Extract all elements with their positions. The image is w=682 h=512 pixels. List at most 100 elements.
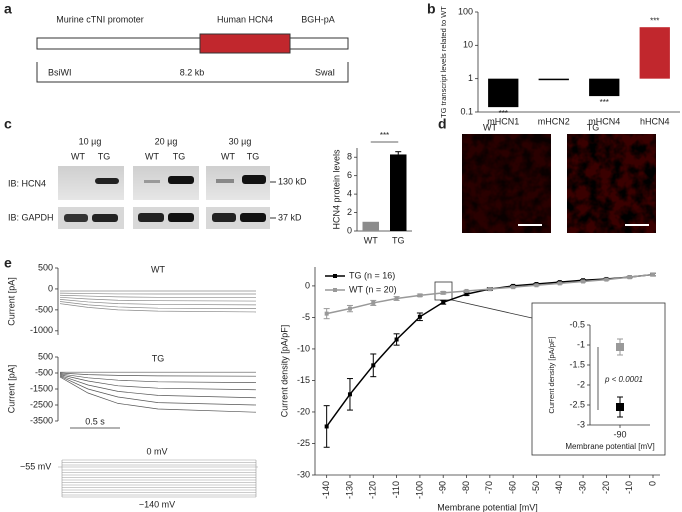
series-line <box>59 375 257 406</box>
legend-marker <box>333 274 337 278</box>
marker <box>347 392 352 397</box>
marker <box>557 281 562 286</box>
marker <box>511 285 516 290</box>
y-tick-label: 0 <box>305 280 310 290</box>
series-line <box>59 372 257 377</box>
y-tick-label: -3500 <box>30 415 53 425</box>
bar <box>538 78 569 81</box>
marker <box>581 279 586 284</box>
lane-label: TG <box>247 151 260 161</box>
significance: *** <box>499 109 508 118</box>
bar <box>362 221 379 231</box>
x-tick-label: -60 <box>508 481 518 494</box>
bracket <box>36 62 349 83</box>
x-tick-label: mHCN2 <box>538 116 570 126</box>
marker <box>417 293 422 298</box>
x-tick-label: -40 <box>554 481 564 494</box>
x-tick-label: -80 <box>461 481 471 494</box>
series-line <box>59 376 257 413</box>
y-tick-label: 100 <box>458 6 473 16</box>
lane-label: TG <box>98 151 111 161</box>
y-tick-label: 500 <box>38 262 53 272</box>
panel-label: c <box>4 116 12 132</box>
x-tick-label: 0 <box>647 481 657 486</box>
y-tick-label: 8 <box>347 152 352 162</box>
y-tick-label: -1500 <box>30 383 53 393</box>
protocol-label: −140 mV <box>139 499 175 509</box>
x-tick-label: -110 <box>391 481 401 498</box>
y-tick-label: -1000 <box>30 325 53 335</box>
site-label: BsiWI <box>48 67 72 77</box>
series-line <box>59 373 257 383</box>
gene-box <box>199 33 291 54</box>
scale-bar-label: 0.5 s <box>85 416 105 426</box>
panel-label: b <box>427 1 436 17</box>
x-axis-label: Membrane potential [mV] <box>437 502 538 512</box>
marker <box>394 296 399 301</box>
protocol-label: −55 mV <box>20 461 51 471</box>
x-tick-label: -140 <box>321 481 331 499</box>
marker <box>371 300 376 305</box>
blot <box>58 166 276 229</box>
marker <box>616 403 624 411</box>
series-line <box>59 374 257 391</box>
y-tick-label: 6 <box>347 170 352 180</box>
bar <box>639 27 670 79</box>
y-axis-label: HCN4 protein levels <box>331 149 341 230</box>
chart-title: WT <box>151 264 165 274</box>
bar <box>589 78 620 97</box>
y-tick-label: -25 <box>297 438 310 448</box>
construct-label: Murine cTNI promoter <box>56 14 144 24</box>
x-tick-label: -20 <box>601 481 611 494</box>
y-tick-label: -500 <box>35 367 53 377</box>
amount-label: 30 µg <box>229 136 252 146</box>
construct-label: Human HCN4 <box>217 14 273 24</box>
x-tick-label: TG <box>392 235 405 245</box>
y-tick-label: -10 <box>297 343 310 353</box>
lane-label: WT <box>145 151 159 161</box>
x-tick-label: mHCN4 <box>588 116 620 126</box>
row-label: IB: HCN4 <box>8 178 46 188</box>
marker <box>627 275 632 280</box>
marker <box>371 363 376 368</box>
protocol-label: 0 mV <box>146 446 167 456</box>
series-line <box>59 375 257 399</box>
x-tick-label: WT <box>364 235 378 245</box>
size-label: 130 kD <box>278 176 307 186</box>
series-line <box>59 296 257 302</box>
x-tick-label: -120 <box>368 481 378 499</box>
x-tick-label: -30 <box>577 481 587 494</box>
zoom-line <box>451 299 533 319</box>
bar <box>488 78 519 108</box>
protocol-steps <box>58 459 258 498</box>
y-tick-label: 0 <box>48 283 53 293</box>
lane-label: WT <box>221 151 235 161</box>
panel-label: a <box>4 1 12 17</box>
y-tick-label: -15 <box>297 375 310 385</box>
legend-marker <box>333 288 337 292</box>
marker <box>417 314 422 319</box>
image-label: WT <box>483 122 497 132</box>
series-line <box>59 292 256 295</box>
amount-label: 20 µg <box>155 136 178 146</box>
site-label: SwaI <box>315 67 335 77</box>
series-line <box>59 301 257 309</box>
y-tick-label: 2 <box>347 207 352 217</box>
y-tick-label: -1.5 <box>569 359 585 369</box>
charts: 0.1 1 10 100 TG transcript levels related to… <box>6 6 680 512</box>
x-axis-label: Membrane potential [mV] <box>565 442 654 451</box>
lane-label: WT <box>71 151 85 161</box>
x-tick-label: mHCN1 <box>487 116 519 126</box>
marker <box>534 283 539 288</box>
y-tick-label: 500 <box>38 351 53 361</box>
y-tick-label: -30 <box>297 469 310 479</box>
marker <box>616 343 624 351</box>
x-tick-label: -100 <box>414 481 424 499</box>
y-axis-label: TG transcript levels related to WT <box>439 6 448 118</box>
y-axis-label: Current density [pA/pF] <box>547 336 556 413</box>
panel-label: e <box>4 255 12 271</box>
series-line <box>59 294 256 298</box>
construct-label: BGH-pA <box>301 14 335 24</box>
